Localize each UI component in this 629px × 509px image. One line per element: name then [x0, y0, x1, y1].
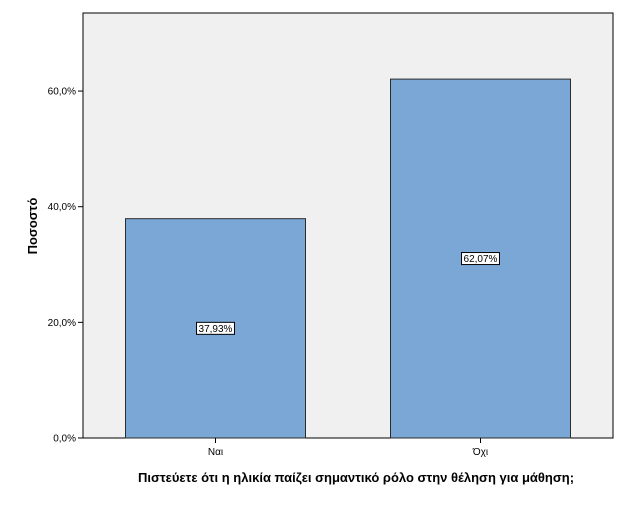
y-tick-label-4: 60,0% — [48, 87, 76, 98]
y-tick-label-3: 40,0% — [48, 202, 76, 213]
x-tick-label-2: Όχι — [472, 447, 488, 458]
data-label-1: 37,93% — [196, 321, 235, 335]
data-label-box — [461, 252, 500, 266]
y-tick-label-2: 20,0% — [48, 318, 76, 329]
axes-layer: Ναι Όχι 0,0% 20,0% 40,0% 60,0% — [48, 87, 488, 458]
data-label-box — [196, 321, 235, 335]
data-label-2: 62,07% — [461, 252, 500, 266]
x-tick-label-1: Ναι — [208, 447, 223, 458]
y-tick-label-1: 0,0% — [53, 434, 76, 445]
x-axis-title: Πιστεύετε ότι η ηλικία παίζει σημαντικό … — [138, 470, 574, 485]
labels-layer: 37,93% 62,07% — [196, 252, 500, 335]
data-label-text: 62,07% — [464, 254, 498, 265]
data-label-text: 37,93% — [199, 324, 233, 335]
y-axis-title: Ποσοστό — [25, 198, 40, 255]
